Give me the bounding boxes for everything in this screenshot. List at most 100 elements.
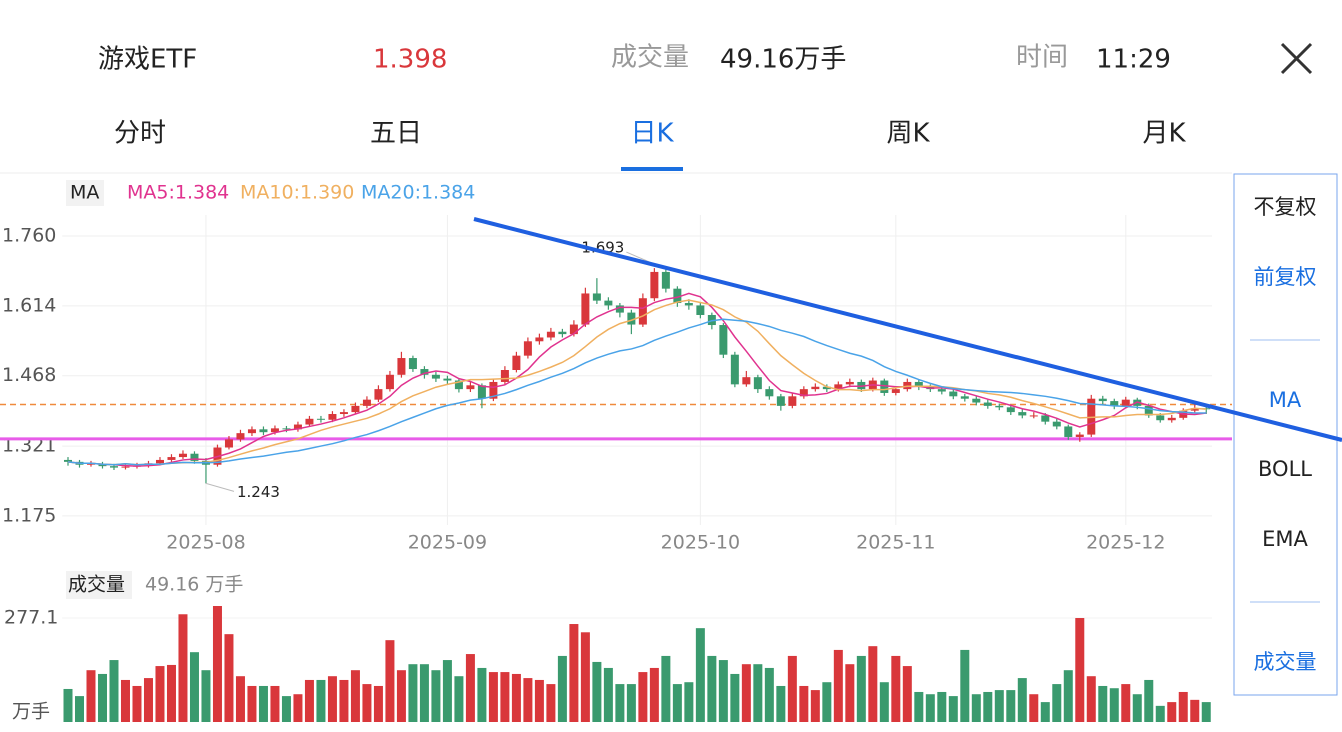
candle-body — [742, 377, 751, 385]
candle-body — [155, 459, 164, 464]
candle-body — [638, 298, 647, 325]
candle-body — [178, 453, 187, 458]
candle-body — [408, 358, 417, 370]
volume-bar — [350, 670, 360, 722]
volume-bar — [580, 632, 590, 722]
volume-bar — [695, 628, 705, 722]
volume-bar — [546, 684, 556, 722]
candle-body — [535, 337, 544, 342]
volume-bar — [626, 684, 636, 722]
min-label: 1.243 — [237, 483, 280, 501]
volume-bar — [971, 694, 981, 722]
candle-body — [466, 385, 475, 390]
volume-bar — [1040, 702, 1050, 722]
volume-bar — [327, 676, 337, 722]
candle-body — [765, 389, 774, 397]
volume-bar — [707, 655, 717, 722]
candle-body — [1156, 415, 1165, 421]
volume-bar — [270, 685, 280, 722]
volume-bar — [856, 655, 866, 722]
tab[interactable]: 五日 — [370, 119, 422, 149]
candle-body — [489, 381, 498, 399]
candle-body — [259, 429, 268, 433]
price: 1.398 — [373, 45, 447, 75]
volume-bar — [592, 661, 602, 722]
indicator-label[interactable]: MA — [70, 182, 99, 204]
side-menu-item[interactable]: MA — [1269, 388, 1302, 412]
volume-bar — [925, 694, 935, 722]
volume-bar — [891, 655, 901, 722]
tab[interactable]: 日K — [630, 119, 674, 149]
candle-body — [374, 389, 383, 400]
volume-bar — [822, 682, 832, 722]
candle-body — [914, 381, 923, 387]
candle-body — [443, 378, 452, 381]
candle-body — [397, 358, 406, 375]
min-leader — [205, 482, 235, 492]
volume-bar — [178, 614, 188, 722]
volume-bar — [1121, 684, 1131, 722]
indicator-box — [66, 180, 104, 206]
volume-bar — [902, 666, 912, 722]
volume-bar — [787, 655, 797, 722]
trend-line[interactable] — [473, 217, 1342, 442]
tab[interactable]: 月K — [1142, 119, 1186, 149]
candle-body — [995, 405, 1004, 408]
candle-body — [788, 396, 797, 406]
volume-bar — [1006, 690, 1016, 722]
volume-subtitle: 49.16 万手 — [145, 574, 243, 596]
side-menu-item[interactable]: 前复权 — [1254, 265, 1317, 289]
volume-bar — [109, 660, 119, 722]
volume-bar — [1178, 691, 1188, 722]
volume-bar — [1201, 702, 1211, 722]
candle-body — [1098, 398, 1107, 402]
candle-body — [627, 312, 636, 325]
x-tick-label: 2025-08 — [166, 532, 245, 554]
volume-bar — [408, 664, 418, 722]
candle-body — [454, 380, 463, 390]
side-menu-item[interactable]: 不复权 — [1254, 195, 1317, 219]
candle-body — [1052, 421, 1061, 427]
candle-body — [546, 331, 555, 338]
tab[interactable]: 周K — [886, 119, 930, 149]
candle-body — [385, 374, 394, 390]
candle-body — [1075, 434, 1084, 437]
volume-bar — [948, 696, 958, 722]
candle-body — [696, 305, 705, 315]
volume-bar — [868, 646, 878, 722]
volume-bar — [431, 670, 441, 722]
candle-body — [1064, 426, 1073, 437]
volume-bar — [1029, 694, 1039, 722]
volume-bar — [120, 679, 130, 722]
volume-bar — [1086, 676, 1096, 722]
volume-bar — [1075, 618, 1085, 722]
side-menu-item[interactable]: 成交量 — [1254, 650, 1317, 674]
candle-body — [983, 402, 992, 406]
x-tick-label: 2025-10 — [661, 532, 740, 554]
volume-bar — [960, 649, 970, 722]
tab[interactable]: 分时 — [114, 119, 166, 149]
volume-bar — [293, 694, 303, 722]
close-button[interactable] — [1280, 42, 1313, 75]
candle-body — [937, 389, 946, 392]
candle-body — [1121, 399, 1130, 406]
candle-body — [799, 389, 808, 397]
volume-bar — [63, 688, 73, 722]
volume-bar — [914, 691, 924, 722]
side-menu-item[interactable]: EMA — [1262, 527, 1308, 551]
close-icon — [1280, 42, 1313, 75]
volume-bar — [523, 678, 533, 722]
candle-body — [569, 324, 578, 335]
volume-bar — [224, 634, 234, 722]
candle-body — [880, 380, 889, 393]
candle-body — [224, 439, 233, 448]
volume-bar — [86, 670, 96, 722]
candle-body — [972, 398, 981, 403]
candle-body — [109, 466, 118, 468]
side-menu-item[interactable]: BOLL — [1258, 457, 1312, 481]
volume-tick-label: 277.1 — [4, 606, 58, 628]
volume-bar — [718, 660, 728, 722]
candle-body — [592, 293, 601, 301]
y-tick-label: 1.175 — [2, 504, 56, 526]
volume-bar — [638, 672, 648, 722]
